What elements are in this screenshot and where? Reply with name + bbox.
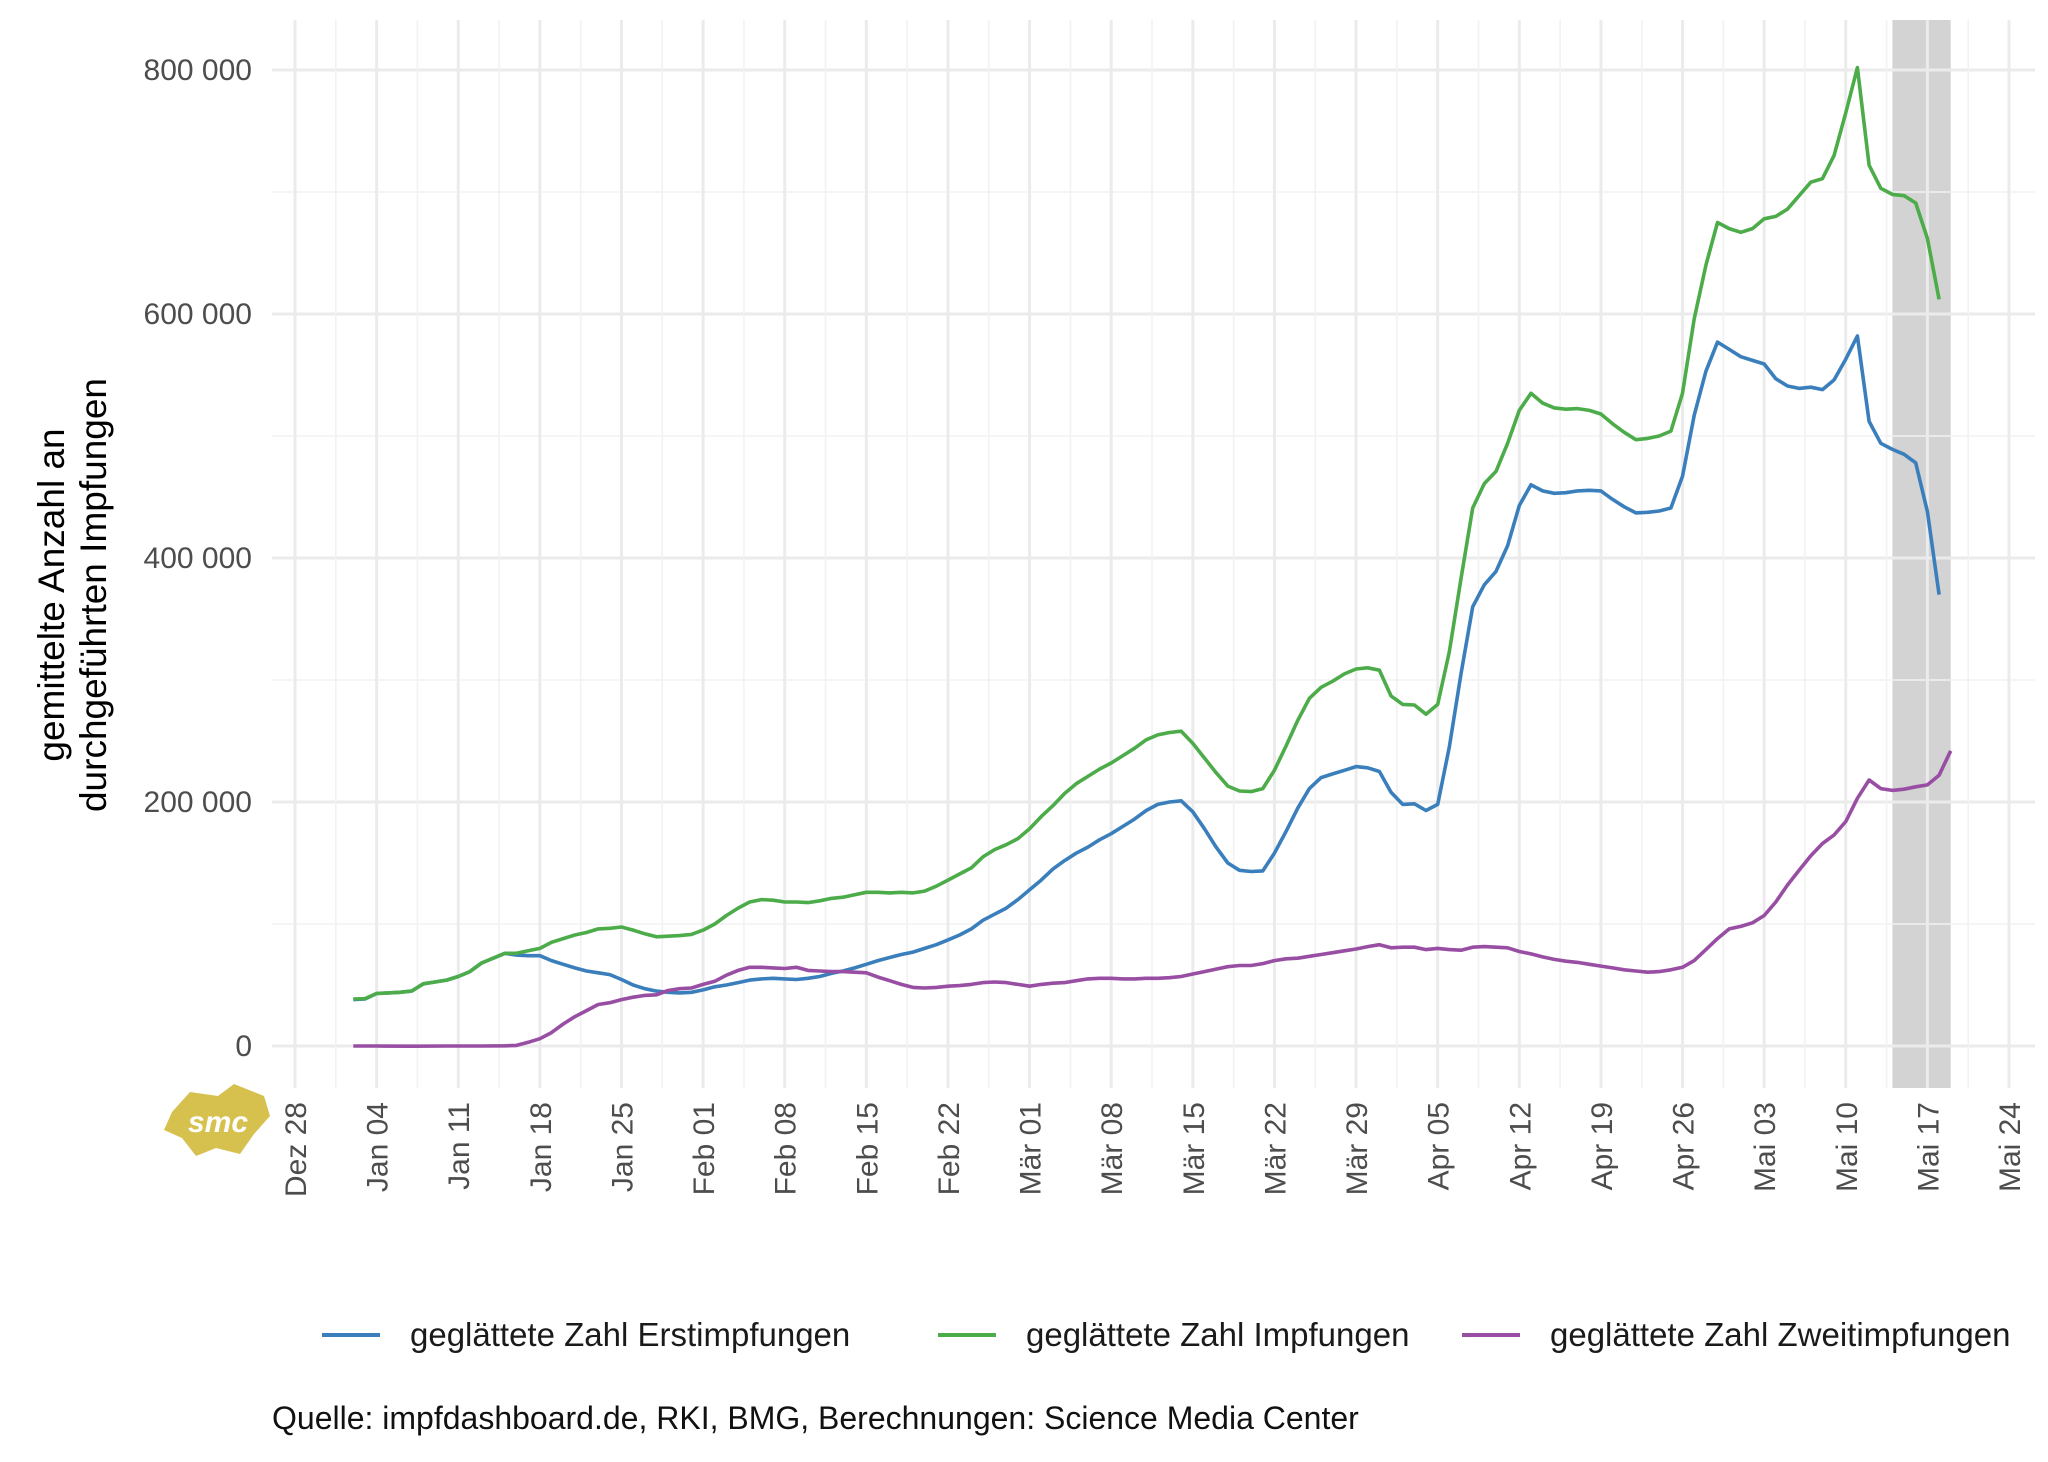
grid-layer bbox=[272, 20, 2035, 1088]
legend-item-impfungen: geglättete Zahl Impfungen bbox=[938, 1305, 1409, 1365]
chart: 0 200 000 400 000 600 000 800 000 Dez 28 Jan … bbox=[31, 20, 2035, 1197]
legend-label-impfungen: geglättete Zahl Impfungen bbox=[1026, 1316, 1410, 1353]
x-tick-label: Mär 29 bbox=[1341, 1102, 1374, 1195]
x-tick-label: Jan 11 bbox=[443, 1102, 476, 1190]
smc-logo: smc bbox=[164, 1084, 270, 1156]
legend-item-erstimpfungen: geglättete Zahl Erstimpfungen bbox=[322, 1305, 850, 1365]
y-tick-label: 400 000 bbox=[144, 542, 252, 575]
x-tick-label: Mär 15 bbox=[1178, 1102, 1211, 1195]
legend-item-zweitimpfungen: geglättete Zahl Zweitimpfungen bbox=[1462, 1305, 2010, 1365]
legend-label-erstimpfungen: geglättete Zahl Erstimpfungen bbox=[410, 1316, 851, 1353]
x-tick-label: Apr 12 bbox=[1504, 1102, 1537, 1190]
x-tick-label: Mär 01 bbox=[1015, 1102, 1048, 1195]
logo-shape bbox=[164, 1084, 270, 1156]
series-line-0 bbox=[353, 334, 1941, 1002]
y-tick-label: 0 bbox=[235, 1030, 252, 1063]
x-tick-label: Apr 19 bbox=[1586, 1102, 1619, 1190]
x-tick-label: Mai 24 bbox=[1994, 1102, 2027, 1192]
legend: geglättete Zahl Erstimpfungen geglättete… bbox=[0, 1305, 2048, 1365]
shaded-region-layer bbox=[1892, 20, 1951, 1088]
shaded-region bbox=[1892, 20, 1951, 1088]
x-tick-label: Feb 22 bbox=[933, 1102, 966, 1195]
legend-key-erstimpfungen bbox=[322, 1333, 380, 1337]
x-tick-label: Mai 17 bbox=[1912, 1102, 1945, 1192]
series-line-1 bbox=[353, 65, 1941, 1001]
legend-key-zweitimpfungen bbox=[1462, 1333, 1520, 1337]
x-tick-labels: Dez 28 Jan 04 Jan 11 Jan 18 Jan 25 Feb 01 Feb … bbox=[280, 1102, 2027, 1197]
series-line-2 bbox=[353, 750, 1953, 1048]
x-tick-label: Jan 04 bbox=[362, 1102, 395, 1192]
logo-text: smc bbox=[188, 1106, 248, 1139]
y-axis-title-line-2: durchgeführten Impfungen bbox=[73, 378, 114, 812]
y-tick-label: 800 000 bbox=[144, 54, 252, 87]
y-tick-label: 600 000 bbox=[144, 298, 252, 331]
x-tick-label: Mär 08 bbox=[1096, 1102, 1129, 1195]
x-tick-label: Feb 01 bbox=[688, 1102, 721, 1195]
source-caption: Quelle: impfdashboard.de, RKI, BMG, Bere… bbox=[272, 1400, 1359, 1436]
x-tick-label: Dez 28 bbox=[280, 1102, 313, 1197]
legend-label-zweitimpfungen: geglättete Zahl Zweitimpfungen bbox=[1550, 1316, 2011, 1353]
x-tick-label: Apr 05 bbox=[1423, 1102, 1456, 1190]
x-tick-label: Jan 18 bbox=[525, 1102, 558, 1192]
legend-key-impfungen bbox=[938, 1333, 996, 1337]
x-tick-label: Mai 10 bbox=[1831, 1102, 1864, 1192]
x-tick-label: Mai 03 bbox=[1749, 1102, 1782, 1192]
line-layer bbox=[353, 65, 1953, 1048]
x-tick-label: Feb 08 bbox=[770, 1102, 803, 1195]
x-tick-label: Feb 15 bbox=[851, 1102, 884, 1195]
x-tick-label: Jan 25 bbox=[607, 1102, 640, 1192]
y-axis-title-line-1: gemittelte Anzahl an bbox=[31, 428, 72, 761]
y-tick-label: 200 000 bbox=[144, 786, 252, 819]
x-tick-label: Mär 22 bbox=[1259, 1102, 1292, 1195]
x-tick-label: Apr 26 bbox=[1668, 1102, 1701, 1190]
y-tick-labels: 0 200 000 400 000 600 000 800 000 bbox=[144, 54, 252, 1063]
